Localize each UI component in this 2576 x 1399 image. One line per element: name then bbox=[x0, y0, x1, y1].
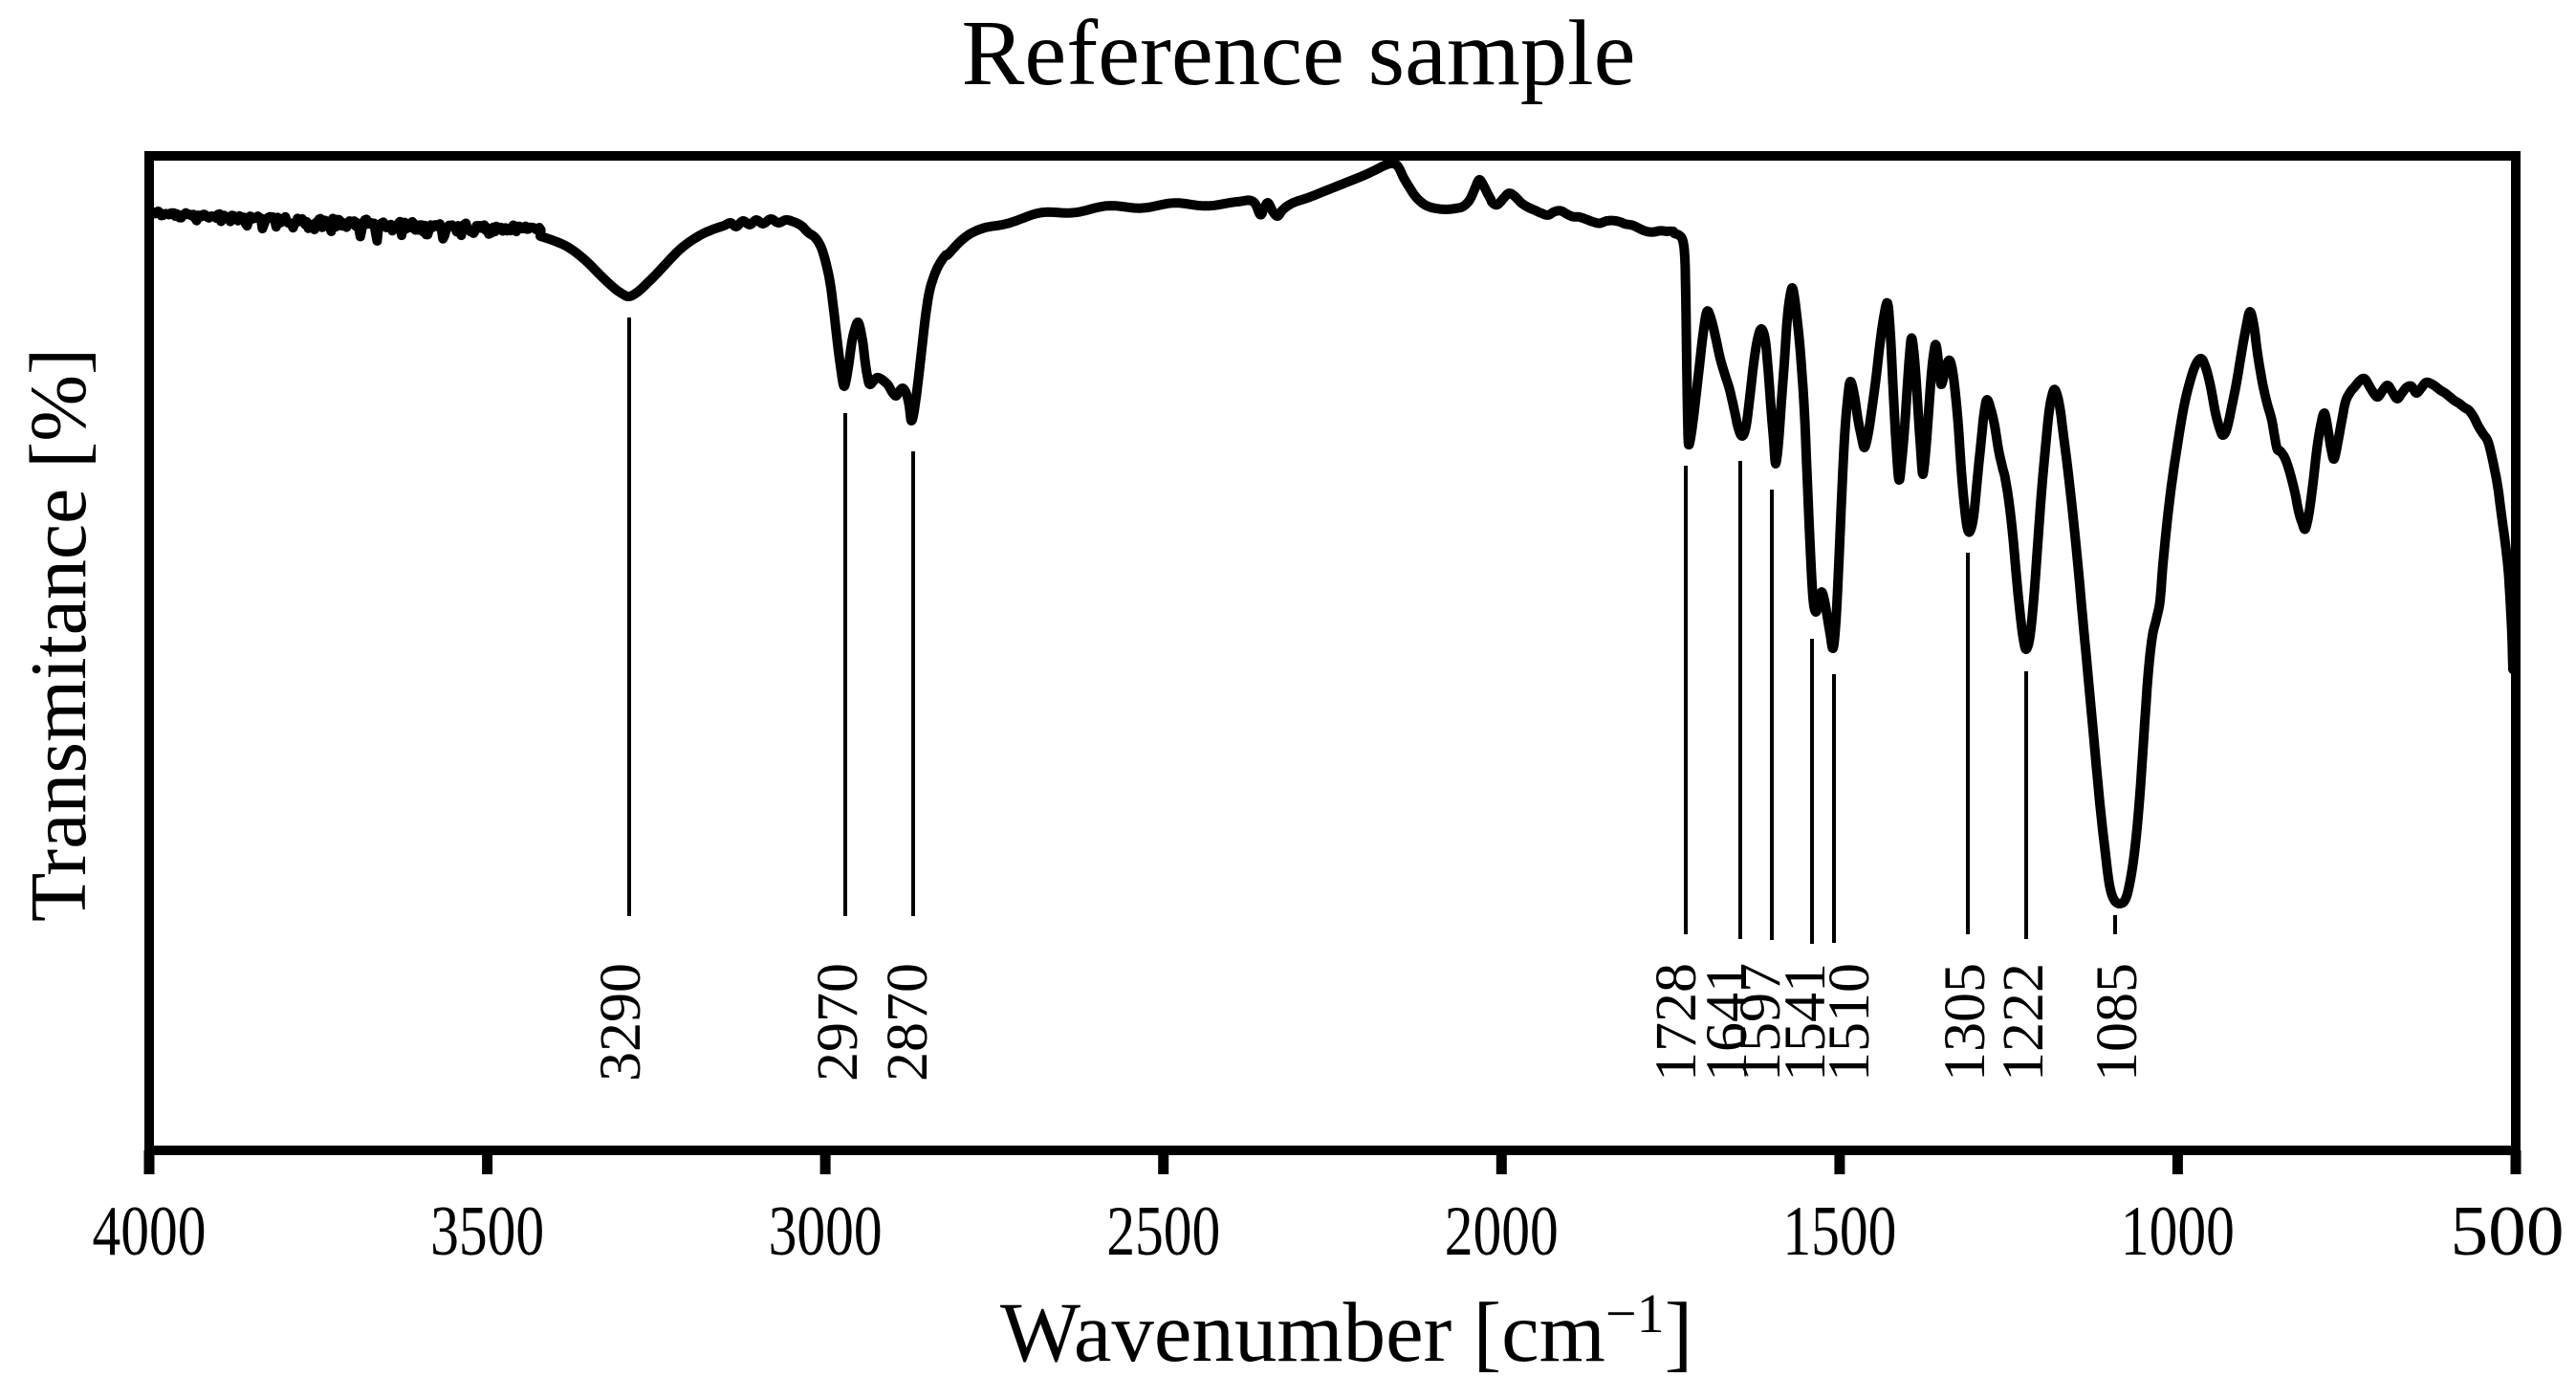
svg-text:1500: 1500 bbox=[1782, 1192, 1896, 1271]
svg-text:1085: 1085 bbox=[2085, 963, 2150, 1082]
svg-text:2970: 2970 bbox=[806, 963, 870, 1082]
svg-text:1000: 1000 bbox=[2121, 1192, 2235, 1271]
svg-text:2870: 2870 bbox=[876, 963, 940, 1082]
svg-text:1222: 1222 bbox=[1992, 963, 2056, 1082]
svg-text:1541: 1541 bbox=[1774, 963, 1838, 1082]
svg-text:2000: 2000 bbox=[1445, 1192, 1559, 1271]
svg-text:2500: 2500 bbox=[1106, 1192, 1220, 1271]
svg-text:500: 500 bbox=[2451, 1192, 2565, 1271]
svg-text:1597: 1597 bbox=[1729, 963, 1793, 1082]
svg-text:3000: 3000 bbox=[769, 1192, 883, 1271]
svg-text:1728: 1728 bbox=[1645, 963, 1709, 1082]
svg-text:Wavenumber [cm−1]: Wavenumber [cm−1] bbox=[1000, 1282, 1692, 1380]
svg-text:1305: 1305 bbox=[1933, 963, 1997, 1082]
svg-text:1641: 1641 bbox=[1695, 963, 1759, 1082]
svg-text:Transmitance [%]: Transmitance [%] bbox=[14, 348, 103, 922]
svg-text:3290: 3290 bbox=[589, 963, 653, 1082]
svg-text:Reference sample: Reference sample bbox=[962, 2, 1636, 104]
svg-text:3500: 3500 bbox=[430, 1192, 544, 1271]
svg-text:4000: 4000 bbox=[93, 1192, 207, 1271]
svg-text:1510: 1510 bbox=[1818, 963, 1882, 1082]
